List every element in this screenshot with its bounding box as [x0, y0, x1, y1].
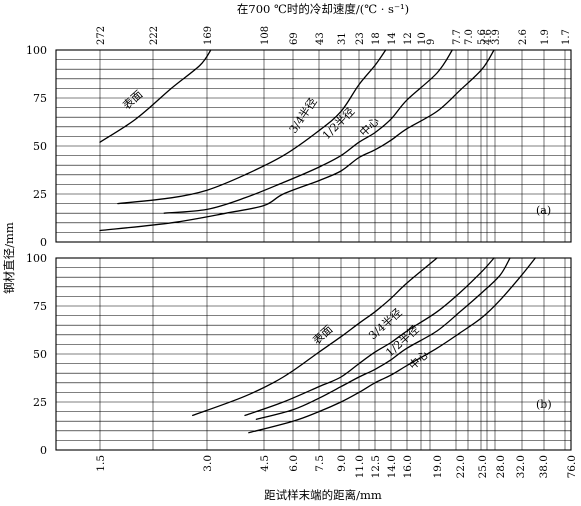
x-axis-label: 距试样末端的距离/mm: [264, 488, 382, 502]
top-axis-label: 在700 ℃时的冷却速度/(℃ · s⁻¹): [237, 2, 409, 16]
top-tick-label: 43: [315, 32, 326, 45]
curve-b-中心: [248, 257, 536, 434]
y-tick-label: 75: [33, 300, 47, 313]
panel-a-frame: [55, 49, 572, 243]
x-tick-label: 14.0: [386, 455, 398, 478]
y-axis-label: 钢材直径/mm: [2, 222, 16, 294]
x-tick-label: 4.5: [259, 455, 271, 472]
top-tick-label: 18: [371, 32, 382, 45]
curve-label-a: 表面: [120, 87, 146, 112]
x-tick-label: 11.0: [354, 455, 366, 478]
top-tick-label: 169: [203, 26, 214, 45]
panel-b-grid: [55, 257, 572, 451]
x-tick-label: 12.5: [370, 455, 382, 478]
y-tick-label: 50: [33, 348, 47, 361]
top-tick-label: 31: [337, 32, 348, 45]
panel-a-grid: [55, 49, 572, 243]
top-tick-label: 4.6: [483, 29, 494, 45]
curve-a-1/2半径: [163, 49, 453, 214]
top-tick-label: 2.6: [518, 29, 529, 45]
top-tick-label: 14: [387, 32, 398, 45]
x-tick-label: 76.0: [566, 455, 578, 478]
panel-b-frame: [55, 257, 572, 451]
top-tick-label: 7.0: [464, 29, 475, 45]
panel-label-b: (b): [536, 398, 552, 411]
curve-label-a: 3/4半径: [286, 95, 320, 136]
curve-layer: [99, 49, 536, 434]
curve-b-表面: [192, 257, 438, 417]
top-tick-label: 23: [355, 32, 366, 45]
top-tick-label: 1.7: [561, 29, 572, 45]
top-tick-label: 7.7: [452, 29, 463, 45]
top-tick-label: 12: [403, 32, 414, 45]
tick-layer: 0 25 50 75 100 0 25 50 75 100 272 222 169 108 69 43 31 23…: [26, 26, 578, 478]
top-tick-label: 3.9: [491, 29, 502, 45]
x-tick-label: 19.0: [432, 455, 444, 478]
top-tick-label: 108: [260, 26, 271, 45]
x-tick-label: 1.5: [95, 455, 107, 472]
x-tick-label: 22.0: [455, 455, 467, 478]
x-tick-label: 3.0: [202, 455, 214, 472]
x-tick-label: 16.0: [402, 455, 414, 478]
curve-a-表面: [99, 49, 212, 143]
curve-b-1/2半径: [255, 257, 511, 420]
curve-label-a: 中心: [357, 115, 382, 140]
x-tick-label: 28.0: [495, 455, 507, 478]
y-tick-label: 25: [33, 188, 47, 201]
top-tick-label: 272: [96, 26, 107, 45]
x-tick-label: 32.0: [515, 455, 527, 478]
x-tick-label: 9.0: [336, 455, 348, 472]
y-tick-label: 100: [26, 44, 47, 57]
x-tick-label: 6.0: [288, 455, 300, 472]
top-tick-label: 1.9: [540, 29, 551, 45]
top-tick-label: 222: [149, 26, 160, 45]
curve-label-b: 中心: [406, 348, 431, 372]
y-tick-label: 75: [33, 92, 47, 105]
top-tick-label: 69: [289, 32, 300, 45]
y-tick-label: 25: [33, 396, 47, 409]
curve-b-3/4半径: [244, 257, 495, 417]
x-tick-label: 38.0: [538, 455, 550, 478]
y-tick-label: 0: [40, 236, 47, 249]
y-tick-label: 100: [26, 252, 47, 265]
x-tick-label: 7.5: [314, 455, 326, 472]
curve-a-中心: [99, 49, 495, 232]
curve-a-3/4半径: [117, 49, 387, 205]
top-tick-label: 5.6: [477, 29, 488, 45]
y-tick-label: 0: [40, 444, 47, 457]
top-tick-label: 10: [417, 32, 428, 45]
top-tick-label: 9: [426, 39, 437, 45]
y-tick-label: 50: [33, 140, 47, 153]
panel-label-a: (a): [536, 204, 551, 217]
x-tick-label: 25.0: [477, 455, 489, 478]
